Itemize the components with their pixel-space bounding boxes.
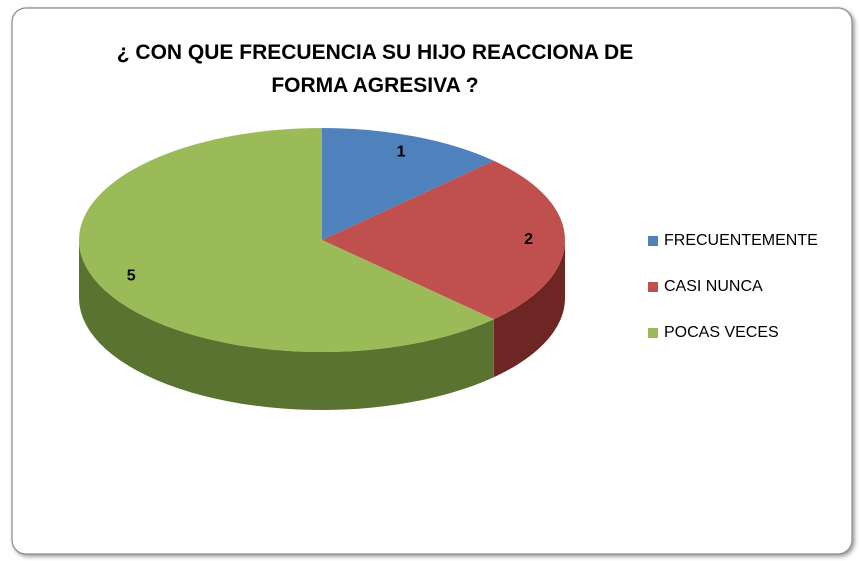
legend-swatch — [648, 328, 658, 338]
legend-swatch — [648, 282, 658, 292]
data-label: 2 — [524, 231, 533, 248]
legend-label: CASI NUNCA — [664, 278, 763, 295]
pie-side — [493, 240, 565, 378]
data-label: 5 — [127, 268, 136, 285]
legend-swatch — [648, 236, 658, 246]
pie-slice — [322, 160, 565, 320]
data-label: 1 — [397, 143, 406, 160]
legend: FRECUENTEMENTE CASI NUNCA POCAS VECES — [648, 232, 818, 341]
legend-label: POCAS VECES — [664, 324, 779, 341]
pie-slice — [78, 128, 494, 353]
pie: 1 2 5 — [78, 128, 565, 410]
pie-side — [79, 240, 494, 410]
chart-title: ¿ CON QUE FRECUENCIA SU HIJO REACCIONA D… — [116, 41, 634, 97]
pie-slice — [322, 128, 494, 240]
legend-label: FRECUENTEMENTE — [664, 232, 818, 249]
